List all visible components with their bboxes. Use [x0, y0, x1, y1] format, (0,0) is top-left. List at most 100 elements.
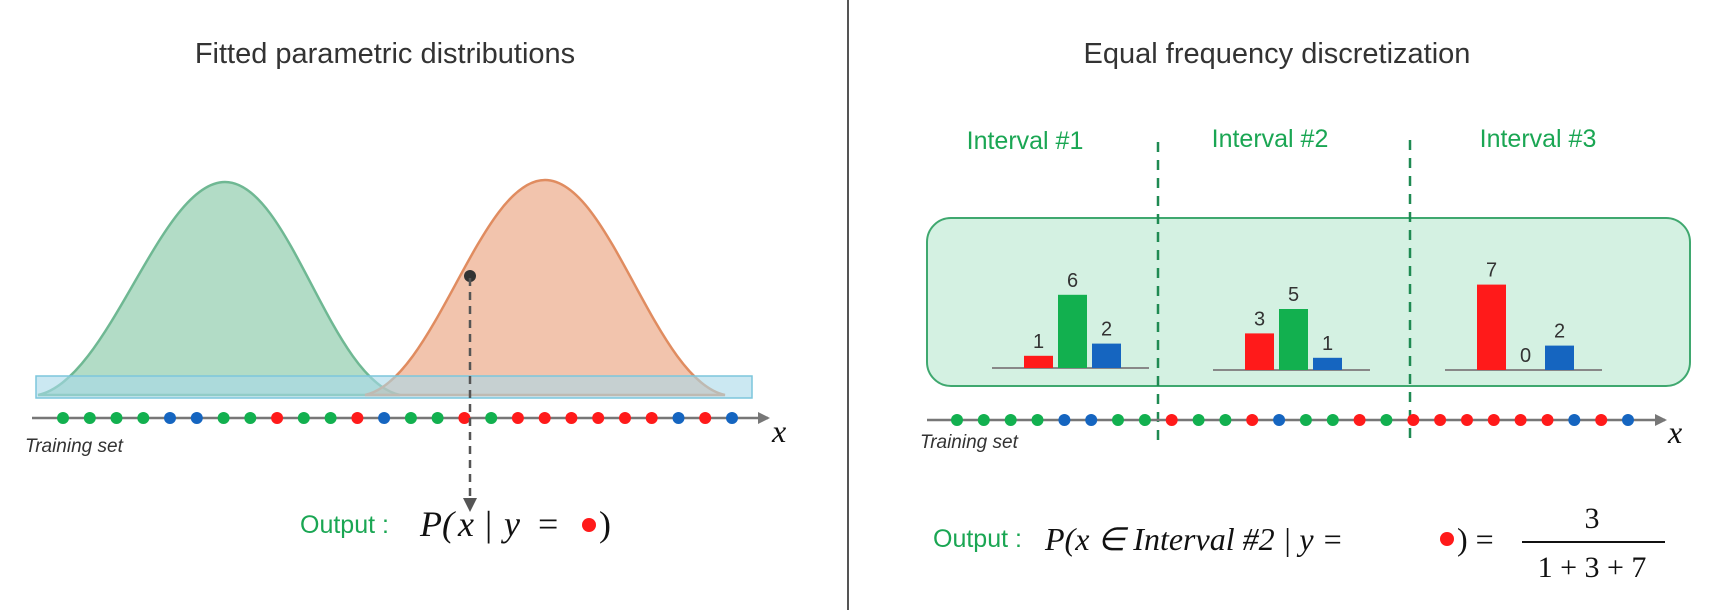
right-training-dots [951, 414, 1634, 426]
training-point-blue [1085, 414, 1098, 426]
histogram-bar-label: 5 [1288, 284, 1299, 306]
left-output-label: Output : [300, 511, 389, 539]
left-formula-bar: | [485, 504, 492, 544]
histogram-bar-label: 2 [1101, 319, 1112, 341]
training-point-green [1112, 414, 1124, 426]
training-point-blue [1058, 414, 1071, 426]
histogram-bar-label: 1 [1322, 333, 1333, 355]
training-point-green [244, 412, 257, 424]
right-panel: Equal frequency discretization Interval … [920, 38, 1691, 584]
training-point-red [1541, 414, 1554, 426]
training-point-green [324, 412, 337, 424]
left-training-set-label: Training set [25, 436, 124, 457]
histogram-bar-green [1058, 294, 1087, 368]
training-point-red [699, 412, 712, 424]
fraction-denominator: 1 + 3 + 7 [1538, 551, 1647, 584]
training-point-green [83, 412, 96, 424]
training-point-green [1219, 414, 1232, 426]
training-point-red [1407, 414, 1420, 426]
training-point-green [431, 412, 444, 424]
right-output-formula: P(x ∈ Interval #2 | y = ) = 3 1 + 3 + 7 [1044, 502, 1665, 584]
left-formula-p: P( [419, 504, 456, 544]
training-point-green [977, 414, 990, 426]
histogram-bar-label: 0 [1520, 345, 1531, 367]
orange-distribution-curve [364, 178, 726, 397]
training-point-red [565, 412, 578, 424]
left-axis-label: x [771, 413, 786, 449]
training-point-red [538, 412, 551, 424]
histogram-bar-red [1477, 284, 1506, 370]
training-point-red [1434, 414, 1447, 426]
left-formula-close: ) [599, 504, 611, 544]
training-point-green [1138, 414, 1151, 426]
histogram-bar-red [1024, 355, 1053, 368]
training-point-blue [190, 412, 203, 424]
training-range-highlight [35, 375, 753, 399]
training-point-green [57, 412, 69, 424]
left-formula-y: y [501, 504, 520, 544]
histogram-bar-red [1245, 333, 1274, 370]
training-point-red [1353, 414, 1366, 426]
red-class-dot-icon [582, 518, 596, 532]
left-formula-x: x [457, 504, 474, 544]
training-point-red [1461, 414, 1473, 426]
training-point-green [297, 412, 310, 424]
left-training-dots [57, 412, 738, 424]
training-point-red [645, 412, 658, 424]
histogram-bar-green [1279, 309, 1308, 370]
training-point-green [1299, 414, 1312, 426]
training-point-blue [726, 412, 738, 424]
training-point-red [511, 412, 524, 424]
right-panel-title: Equal frequency discretization [1084, 38, 1471, 70]
interval-2-label: Interval #2 [1212, 125, 1329, 153]
histogram-bar-blue [1545, 345, 1574, 370]
histogram-bar-label: 3 [1254, 308, 1265, 330]
training-point-red [458, 412, 471, 424]
training-point-blue [1273, 414, 1286, 426]
training-point-red [592, 412, 605, 424]
training-point-blue [378, 412, 391, 424]
training-point-red [619, 412, 631, 424]
training-point-green [1192, 414, 1205, 426]
histogram-bar-label: 7 [1486, 260, 1497, 282]
training-point-red [1514, 414, 1527, 426]
green-distribution-curve [37, 180, 401, 397]
right-training-set-label: Training set [920, 432, 1019, 453]
training-point-blue [1568, 414, 1581, 426]
histogram-bar-label: 6 [1067, 270, 1078, 292]
training-point-green [137, 412, 150, 424]
fraction-numerator: 3 [1585, 502, 1600, 535]
right-output-label: Output : [933, 525, 1022, 553]
left-panel: Fitted parametric distributions x Traini… [25, 38, 786, 544]
left-formula-eq: = [538, 504, 558, 544]
training-point-blue [1622, 414, 1634, 426]
histogram-bar-label: 1 [1033, 331, 1044, 353]
training-point-red [1246, 414, 1259, 426]
training-point-red [1595, 414, 1608, 426]
right-formula-eq: ) = [1457, 521, 1494, 557]
training-point-green [404, 412, 417, 424]
right-axis-label: x [1667, 414, 1682, 450]
training-point-green [951, 414, 963, 426]
histogram-bar-label: 2 [1554, 321, 1565, 343]
training-point-red [271, 412, 284, 424]
training-point-red [351, 412, 364, 424]
training-point-green [217, 412, 230, 424]
query-point [464, 270, 476, 282]
red-class-dot-icon [1440, 532, 1454, 546]
training-point-green [110, 412, 123, 424]
interval-histograms: 1 6 2 3 5 1 7 0 2 [992, 260, 1602, 371]
training-point-red [1487, 414, 1500, 426]
training-point-green [1326, 414, 1339, 426]
training-point-green [1031, 414, 1044, 426]
histogram-bar-blue [1092, 343, 1121, 368]
training-point-blue [164, 412, 176, 424]
interval-3-label: Interval #3 [1480, 125, 1597, 153]
training-point-red [1165, 414, 1178, 426]
left-panel-title: Fitted parametric distributions [195, 38, 575, 70]
left-output-formula: P( x | y = ) [419, 504, 611, 544]
training-point-green [1380, 414, 1393, 426]
training-point-blue [672, 412, 685, 424]
